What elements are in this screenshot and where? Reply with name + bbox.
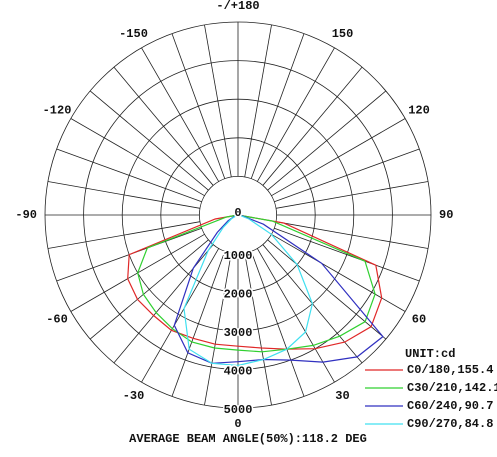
spoke (274, 148, 420, 203)
r-tick-label: 4000 (224, 365, 253, 379)
legend-label: C30/210,142.1 (407, 381, 497, 395)
angle-tick-label: -30 (123, 389, 145, 403)
footer: AVERAGE BEAM ANGLE(50%):118.2 DEG (129, 432, 367, 446)
spoke (275, 221, 429, 249)
angle-tick-label: -120 (43, 104, 72, 118)
spoke (89, 90, 209, 191)
spoke (89, 239, 209, 340)
angle-tick-label: -90 (15, 208, 37, 222)
r-tick-label: 1000 (224, 249, 253, 263)
spoke (171, 33, 226, 179)
r-tick-label: 0 (234, 206, 241, 220)
spoke (262, 66, 363, 186)
series-curve (127, 214, 383, 350)
spoke (250, 33, 305, 179)
angle-tick-label: -/+180 (216, 0, 259, 13)
grid (44, 21, 432, 409)
spoke (70, 118, 205, 197)
spoke (244, 24, 272, 178)
angle-tick-label: 0 (234, 417, 241, 431)
spoke (141, 47, 220, 182)
r-tick-label: 5000 (224, 403, 253, 417)
spoke (204, 24, 232, 178)
spoke (171, 251, 226, 397)
spoke (47, 221, 201, 249)
spoke (267, 239, 387, 340)
angle-tick-label: 120 (408, 104, 430, 118)
r-tick-label: 2000 (224, 287, 253, 301)
series-curve (183, 214, 314, 367)
legend-title: UNIT:cd (405, 347, 455, 361)
series-curve (137, 214, 376, 353)
spoke (271, 233, 406, 312)
angle-tick-label: 30 (335, 389, 349, 403)
r-tick-label: 3000 (224, 326, 253, 340)
spoke (271, 118, 406, 197)
spoke (204, 252, 232, 406)
spoke (274, 227, 420, 282)
spoke (56, 148, 202, 203)
angle-tick-label: -150 (119, 27, 148, 41)
series-curve (173, 214, 384, 364)
spoke (141, 248, 220, 383)
curves (127, 214, 384, 367)
angle-tick-label: -60 (46, 313, 68, 327)
angle-tick-label: 150 (332, 27, 354, 41)
angle-tick-label: 60 (412, 313, 426, 327)
spoke (275, 181, 429, 209)
angle-tick-label: 90 (439, 208, 453, 222)
labels: 0100020003000400050000306090120150-/+180… (15, 0, 497, 431)
spoke (244, 252, 272, 406)
spoke (250, 251, 305, 397)
legend-label: C90/270,84.8 (407, 417, 493, 431)
spoke (267, 90, 387, 191)
spoke (256, 248, 335, 383)
spoke (113, 66, 214, 186)
spoke (256, 47, 335, 182)
legend-label: C0/180,155.4 (407, 363, 493, 377)
spoke (47, 181, 201, 209)
legend-label: C60/240,90.7 (407, 399, 493, 413)
